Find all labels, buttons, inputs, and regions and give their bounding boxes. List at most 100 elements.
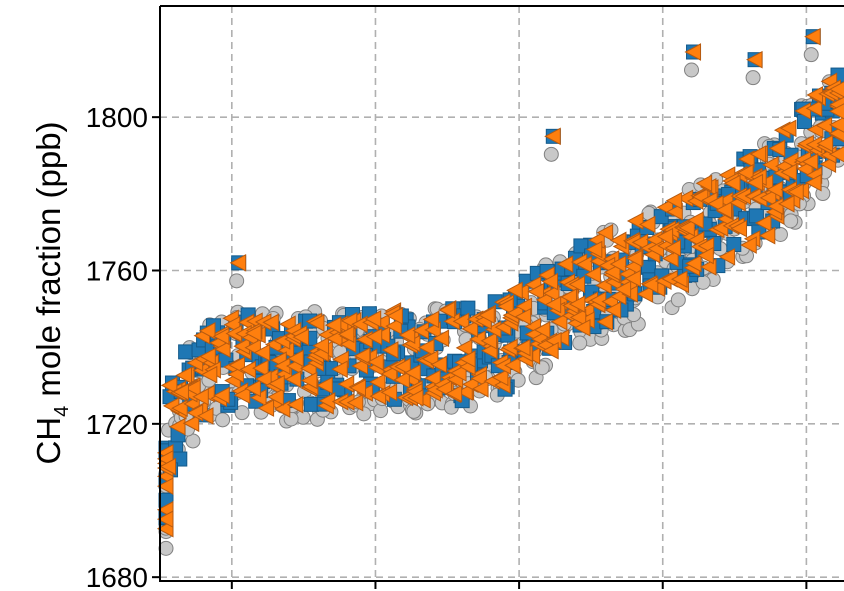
model-b-point: [541, 272, 559, 291]
model-b-point: [287, 349, 304, 368]
model-b-point: [253, 343, 271, 362]
model-b-point: [779, 119, 797, 138]
model-b-point: [380, 365, 398, 383]
observed-point: [229, 273, 245, 289]
model-b-point: [497, 297, 514, 316]
axis-ticks: 1680 1720 1760 1800: [86, 102, 808, 591]
model-b-point: [491, 368, 509, 387]
model-b-point: [759, 189, 777, 207]
model-b-point: [156, 477, 174, 496]
model-a-point: [303, 396, 319, 412]
model-b-point: [380, 383, 398, 402]
model-b-point: [160, 376, 178, 395]
model-b-point: [801, 152, 819, 171]
model-b-point: [337, 325, 355, 344]
y-tick-label: 1680: [86, 562, 148, 591]
model-b-point: [172, 383, 189, 401]
model-b-point: [212, 327, 230, 346]
model-b-point: [678, 218, 695, 237]
observed-point: [772, 226, 788, 242]
model-a-point: [178, 344, 194, 360]
model-b-point: [386, 307, 403, 325]
model-b-point: [695, 174, 713, 193]
model-b-point: [452, 312, 470, 331]
model-b-point: [603, 263, 621, 282]
model-b-point: [636, 285, 654, 303]
model-b-point: [715, 201, 732, 219]
model-points: [156, 27, 844, 538]
model-b-point: [568, 275, 586, 294]
model-b-point: [724, 174, 741, 193]
model-b-point: [214, 340, 231, 359]
model-b-point: [504, 356, 521, 375]
model-b-point: [445, 384, 463, 403]
model-b-point: [273, 400, 291, 418]
model-b-point: [778, 194, 795, 213]
model-b-point: [244, 379, 261, 398]
model-b-point: [828, 103, 844, 120]
model-b-point: [816, 134, 834, 153]
model-b-point: [470, 369, 487, 388]
model-b-point: [353, 347, 371, 365]
model-b-point: [828, 116, 844, 133]
model-b-point: [393, 370, 410, 389]
axes: [159, 5, 844, 582]
model-b-point: [758, 226, 776, 245]
observed-point: [215, 412, 231, 428]
model-b-point: [324, 316, 342, 335]
model-b-point: [404, 363, 421, 382]
model-b-point: [684, 43, 702, 61]
model-b-point: [780, 163, 797, 181]
model-b-point: [478, 306, 495, 325]
model-b-point: [368, 373, 386, 391]
model-b-point: [385, 317, 402, 335]
model-b-point: [738, 150, 755, 168]
model-b-point: [192, 387, 209, 406]
model-b-point: [233, 386, 251, 405]
model-b-point: [740, 236, 757, 254]
model-b-point: [575, 255, 593, 274]
model-b-point: [641, 275, 659, 294]
model-b-point: [513, 338, 531, 357]
model-b-point: [527, 282, 545, 301]
observed-point: [572, 335, 588, 351]
model-b-point: [286, 395, 304, 414]
model-b-point: [394, 357, 411, 376]
model-b-point: [346, 393, 364, 412]
model-b-point: [381, 341, 399, 359]
model-b-point: [480, 331, 498, 350]
observed-point: [745, 70, 761, 86]
model-b-point: [514, 307, 532, 326]
model-b-point: [472, 379, 489, 398]
model-b-point: [687, 211, 704, 230]
observed-point: [356, 406, 372, 422]
model-b-point: [364, 310, 382, 328]
model-b-point: [262, 313, 279, 332]
model-b-point: [450, 364, 467, 382]
model-b-point: [184, 379, 201, 397]
model-b-point: [456, 383, 473, 401]
model-b-point: [506, 281, 523, 300]
model-b-point: [794, 102, 811, 120]
model-b-point: [828, 146, 844, 163]
model-b-point: [573, 319, 591, 337]
observed-point: [158, 540, 174, 556]
model-b-point: [664, 239, 681, 257]
model-b-point: [656, 227, 674, 246]
model-b-point: [422, 310, 440, 329]
model-b-point: [198, 322, 216, 340]
model-a-point: [640, 259, 656, 275]
model-b-point: [550, 312, 568, 331]
model-b-point: [609, 255, 627, 273]
observed-point: [543, 146, 559, 162]
model-b-point: [438, 301, 456, 319]
model-b-point: [544, 295, 562, 314]
y-tick-label: 1800: [86, 102, 148, 133]
axis-spine-left: [159, 6, 844, 582]
model-b-point: [749, 145, 767, 163]
model-b-point: [398, 326, 416, 344]
model-b-point: [804, 27, 821, 46]
observed-point: [534, 360, 550, 376]
model-b-point: [614, 280, 632, 298]
